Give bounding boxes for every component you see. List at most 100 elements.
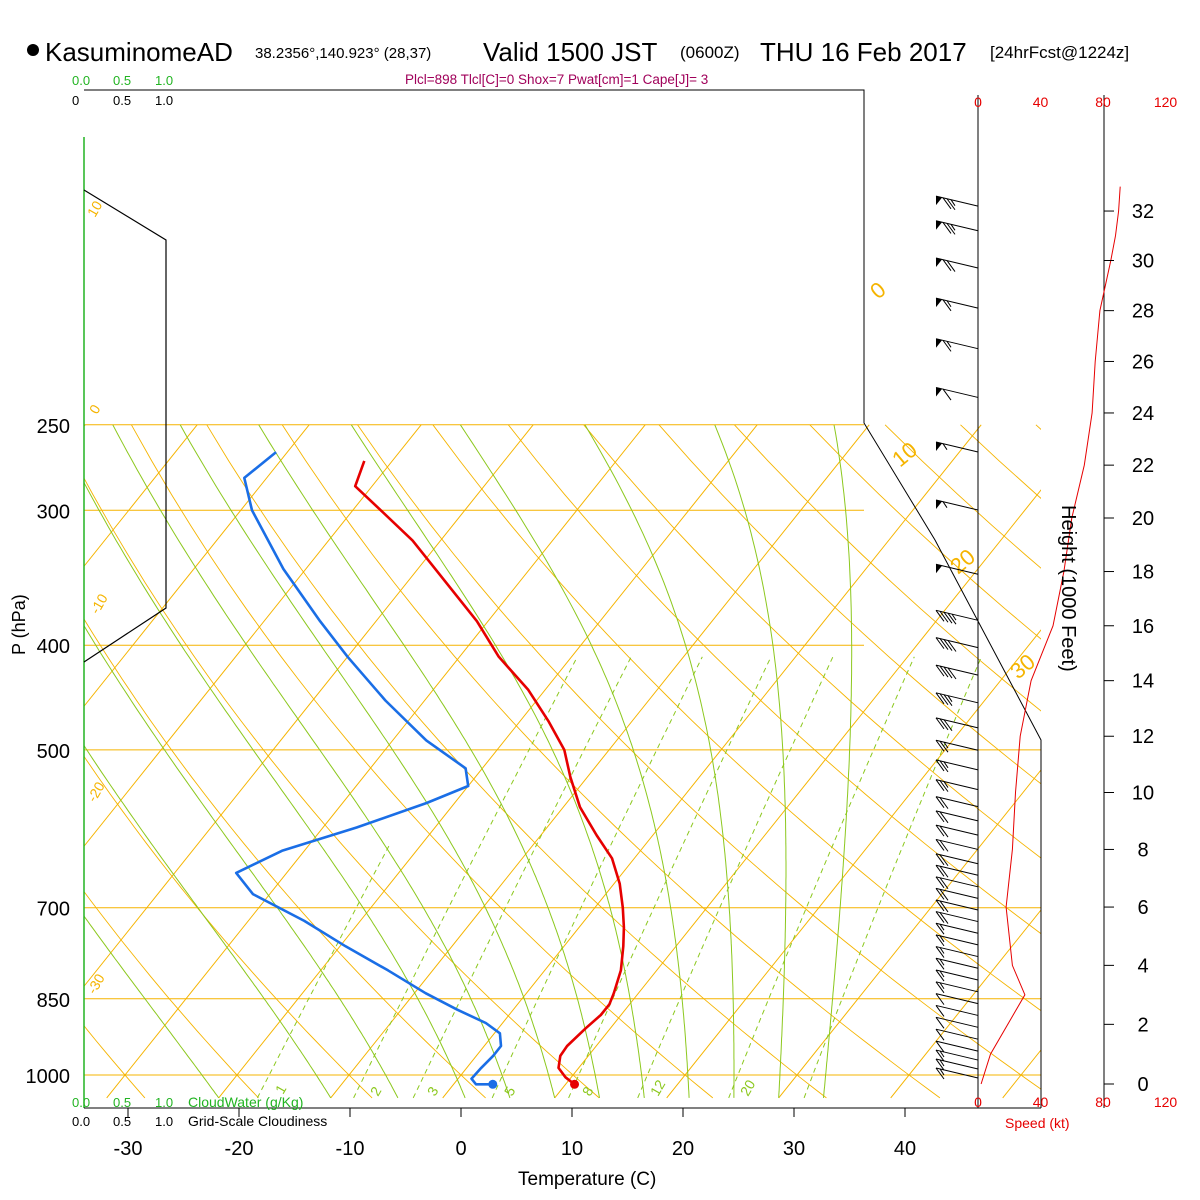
wind-barb-feather — [942, 340, 952, 352]
wind-barb-half-feather — [939, 1050, 945, 1058]
wind-barb-half-feather — [939, 1068, 945, 1076]
height-axis-title: Height (1000 Feet) — [1057, 505, 1079, 672]
data-series — [234, 186, 1121, 1089]
wind-barb-feather — [939, 740, 949, 753]
wind-barb — [935, 922, 979, 935]
wind-barb-half-feather — [943, 741, 949, 749]
wind-barb-staff — [935, 664, 979, 676]
wind-barb — [935, 297, 979, 312]
wind-barb-half-feather — [947, 695, 953, 702]
wind-barb-feather — [939, 854, 949, 867]
wind-barb-feather — [939, 760, 949, 773]
wind-barb-feather — [939, 865, 949, 878]
pressure-tick-label: 300 — [37, 501, 70, 523]
wind-barb-staff — [935, 887, 979, 899]
mixing-ratio-line — [256, 842, 391, 1099]
isotherm-line — [778, 769, 1041, 1099]
wind-barb-staff — [935, 864, 979, 876]
mixing-ratio-label: 8 — [579, 1084, 597, 1099]
isotherm-label: -20 — [84, 779, 108, 805]
wind-barb-staff — [935, 195, 979, 207]
wind-barb — [935, 692, 979, 707]
dry-adiabat-line — [131, 424, 714, 1099]
dewpoint-line — [234, 451, 503, 1086]
wind-barb-feather — [935, 610, 945, 622]
height-tick-label: 14 — [1132, 671, 1154, 693]
dry-adiabat-line — [357, 424, 1041, 1090]
wind-barb-feather — [943, 719, 953, 732]
wind-barb-pennant — [936, 442, 942, 452]
cloudwater-tick-top-0: 0.0 — [72, 73, 90, 88]
dry-adiabat-line — [206, 424, 827, 1099]
wind-barb-feather — [935, 853, 945, 866]
moist-adiabat-line — [350, 424, 645, 1098]
wind-barb-staff — [935, 993, 979, 1005]
valid-date: THU 16 Feb 2017 — [760, 37, 967, 67]
forecast-info: [24hrFcst@1224z] — [990, 43, 1129, 62]
height-tick-label: 0 — [1137, 1074, 1148, 1096]
wind-barb-staff — [935, 499, 979, 511]
wind-barb-half-feather — [942, 443, 948, 450]
cloudwater-tick-top-2: 1.0 — [155, 73, 173, 88]
wind-barb-feather — [939, 610, 949, 623]
height-tick-label: 10 — [1132, 783, 1154, 805]
wind-barb-staff — [935, 1028, 979, 1040]
wind-barb-feather — [935, 692, 945, 705]
wind-barb — [935, 739, 979, 753]
wind-barb-staff — [935, 1058, 979, 1070]
wind-barb-pennant — [936, 564, 942, 574]
wind-barb-feather — [935, 864, 945, 877]
wind-barb-staff — [935, 441, 979, 453]
wind-barb-pennant — [936, 220, 942, 230]
moist-adiabat-line — [459, 424, 690, 1098]
height-tick-label: 28 — [1132, 301, 1154, 323]
wind-barb-half-feather — [939, 982, 945, 990]
cloudiness-label: Grid-Scale Cloudiness — [188, 1113, 327, 1129]
moist-adiabat-line — [112, 424, 511, 1099]
temperature-tick-label: 30 — [783, 1138, 805, 1160]
wind-barb-feather — [935, 876, 945, 889]
wind-barb — [935, 911, 979, 924]
temperature-line — [353, 460, 626, 1086]
wind-barb — [935, 899, 979, 913]
temperature-tick-label: -20 — [225, 1138, 254, 1160]
background-grid: 10 0 -10 -20 -30 — [84, 198, 1041, 1099]
wind-barb-feather — [935, 993, 945, 1005]
wind-barb-feather — [935, 779, 945, 791]
wind-barb-feather — [935, 911, 945, 923]
wind-barb-staff — [935, 257, 979, 269]
height-tick-label: 12 — [1132, 726, 1154, 748]
mixing-ratio-line — [491, 656, 703, 1099]
wind-barb-feather — [939, 780, 949, 792]
wind-barb-feather — [947, 640, 957, 652]
wind-barb-feather — [935, 899, 945, 912]
wind-barb-staff — [935, 876, 979, 888]
wind-barb-feather — [935, 922, 945, 935]
dry-adiabat-line — [734, 424, 1041, 712]
dry-adiabat-line — [84, 755, 373, 1099]
wind-barb — [935, 779, 979, 792]
wind-barb — [935, 609, 979, 625]
isotherm-label: -30 — [84, 971, 108, 997]
wind-barb-staff — [935, 911, 979, 923]
moist-adiabat-line — [714, 424, 787, 1098]
wind-barb-feather — [939, 665, 949, 678]
wind-barb-half-feather — [943, 781, 949, 788]
isotherm-label: -10 — [87, 591, 111, 617]
wind-barb-staff — [935, 220, 979, 232]
wind-barb — [935, 220, 979, 235]
wind-barb — [935, 796, 979, 809]
wind-barb-feather — [946, 223, 956, 235]
wind-barb — [935, 1004, 979, 1017]
wind-barb-staff — [935, 739, 979, 751]
pressure-tick-label: 500 — [37, 741, 70, 763]
mixing-ratio-label: 20 — [737, 1077, 759, 1099]
mixing-ratio-label: 3 — [424, 1084, 442, 1099]
pressure-tick-label: 850 — [37, 990, 70, 1012]
wind-barb-half-feather — [939, 958, 945, 966]
mixing-ratio-line — [568, 656, 772, 1099]
speed-tick-bottom: 120 — [1154, 1094, 1178, 1110]
speed-tick-top: 0 — [974, 94, 982, 110]
moist-adiabat-line — [84, 624, 399, 1099]
pressure-tick-label: 1000 — [26, 1066, 71, 1088]
